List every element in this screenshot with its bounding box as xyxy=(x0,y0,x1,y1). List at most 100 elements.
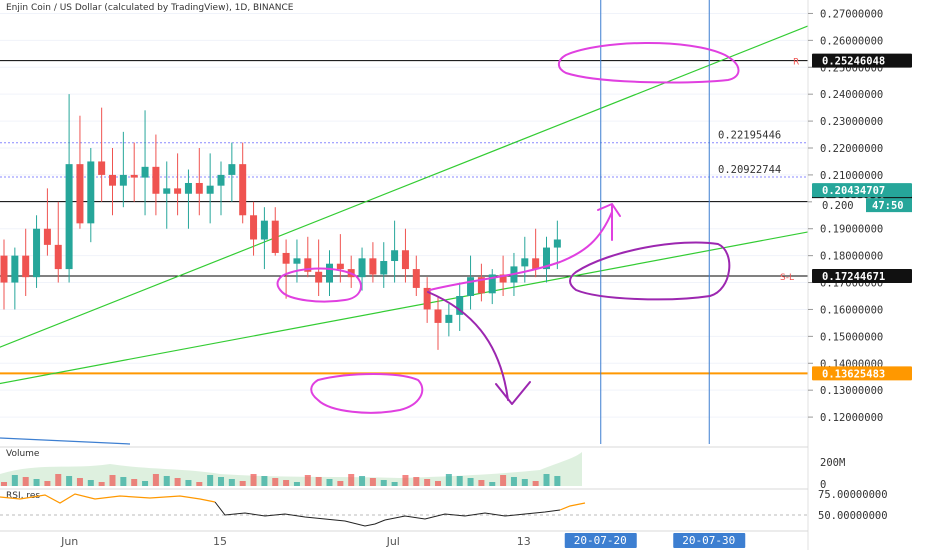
volume-bar xyxy=(174,478,181,486)
candle-body xyxy=(228,164,236,175)
candle-body xyxy=(467,277,475,296)
annotation-curve-uptrend xyxy=(429,211,613,291)
annotation-ellipse-support xyxy=(569,241,731,301)
price-tick-label: 0.27000000 xyxy=(820,8,883,20)
price-tick-label: 0.26000000 xyxy=(820,35,883,47)
price-badge-label: 0.25246048 xyxy=(822,56,885,68)
volume-bar xyxy=(98,482,105,486)
volume-bar xyxy=(196,482,203,486)
volume-bar xyxy=(456,476,463,486)
candle-body xyxy=(260,220,268,240)
rsi-axis-75: 75.00000000 xyxy=(818,489,888,501)
volume-bar xyxy=(369,478,376,486)
volume-bar xyxy=(185,480,192,486)
vertical-lines xyxy=(600,0,710,444)
volume-bar xyxy=(239,481,246,486)
level-tag: S-L xyxy=(780,273,794,283)
volume-bar xyxy=(435,481,441,486)
volume-bar xyxy=(261,476,268,486)
candle-body xyxy=(499,274,507,283)
trendline xyxy=(0,12,840,348)
candle-body xyxy=(315,271,323,283)
time-tick-label: 15 xyxy=(213,535,227,548)
candle-body xyxy=(412,269,420,288)
candle-body xyxy=(304,258,312,272)
volume-bar xyxy=(293,482,300,486)
candle-body xyxy=(174,188,182,194)
candle-body xyxy=(271,220,279,253)
candle-body xyxy=(43,228,51,245)
candle-body xyxy=(369,258,377,275)
candle-body xyxy=(163,188,171,194)
volume-area xyxy=(0,452,582,486)
hand-annotations xyxy=(276,42,740,414)
candle-body xyxy=(326,263,333,283)
candle-body xyxy=(477,277,485,294)
volume-bar xyxy=(207,475,214,486)
volume-bar xyxy=(109,475,116,486)
volume-label: Volume xyxy=(6,449,40,459)
candle-body xyxy=(434,309,442,323)
volume-bar xyxy=(348,474,355,486)
rsi-line-orange-tail xyxy=(559,502,586,511)
candle-body xyxy=(98,161,106,175)
annotation-arrow-down xyxy=(427,291,531,405)
volume-bar xyxy=(532,481,539,486)
volume-bar xyxy=(380,480,387,486)
candle-body xyxy=(65,164,73,270)
candle-body xyxy=(391,250,399,262)
candle-body xyxy=(543,247,550,270)
volume-bar xyxy=(76,478,83,486)
volume-bar xyxy=(131,479,138,486)
price-badge xyxy=(812,366,912,381)
date-badge xyxy=(564,533,637,548)
candle-body xyxy=(109,174,116,186)
candle-body xyxy=(553,239,561,248)
annotation-ellipse-bottom xyxy=(310,373,424,414)
volume-bar xyxy=(554,476,561,486)
price-tick-label: 0.23000000 xyxy=(820,116,883,128)
candle-body xyxy=(217,174,225,186)
candle-body xyxy=(293,258,301,264)
volume-bar xyxy=(326,479,333,486)
price-badge xyxy=(812,53,912,68)
date-badge xyxy=(673,533,746,548)
price-badges: 0.252460480.200063600.172446710.13625483… xyxy=(812,53,912,381)
candle-body xyxy=(22,255,30,278)
partial-price-label: 0.200 xyxy=(822,200,854,212)
price-badge-label: 0.13625483 xyxy=(822,368,885,380)
annotation-ellipse-consolidation xyxy=(276,267,362,303)
candle-body xyxy=(532,258,540,270)
volume-bar xyxy=(413,477,420,486)
volume-bar xyxy=(272,478,279,486)
candle-body xyxy=(456,296,464,315)
trendline xyxy=(0,225,840,385)
volume-bar xyxy=(120,477,127,486)
volume-bar xyxy=(337,481,344,486)
price-tick-label: 0.15000000 xyxy=(820,331,883,343)
current-price-label: 0.20434707 xyxy=(822,185,885,197)
candle-body xyxy=(239,164,247,216)
volume-bar xyxy=(66,476,73,486)
volume-bar xyxy=(163,476,170,486)
volume-bar xyxy=(228,479,235,486)
price-tick-label: 0.24000000 xyxy=(820,89,883,101)
rsi-line xyxy=(214,501,561,527)
price-badge xyxy=(812,268,912,283)
candle-body xyxy=(11,255,19,283)
candle-body xyxy=(141,166,149,178)
volume-bar xyxy=(55,474,62,486)
price-tick-label: 0.22000000 xyxy=(820,143,883,155)
annotation-ellipse-resistance xyxy=(557,42,740,84)
volume-axis-zero: 0 xyxy=(820,479,826,491)
level-tag: R xyxy=(793,58,799,68)
volume-axis-200m: 200M xyxy=(820,457,845,469)
rsi-label: RSI, res xyxy=(6,491,40,501)
horizontal-levels: R 0.22195446 0.20922744 S-L xyxy=(0,58,808,375)
candle-body xyxy=(423,287,431,310)
date-badge-label: 20-07-20 xyxy=(574,534,627,547)
volume-bars xyxy=(0,452,582,486)
candle-body xyxy=(184,182,192,194)
